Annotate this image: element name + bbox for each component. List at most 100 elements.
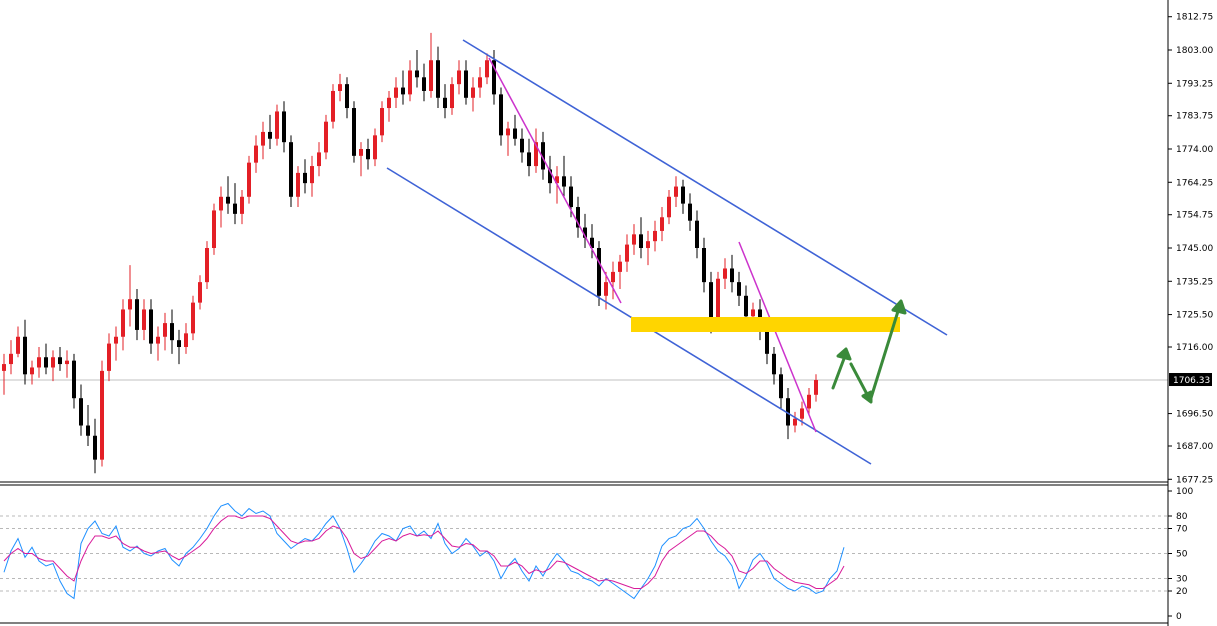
trendline-magenta-1[interactable] xyxy=(488,57,622,304)
candle-body xyxy=(338,84,342,91)
oscillator-axis: 100 80 70 50 30 20 0 xyxy=(1168,487,1193,622)
candle-body xyxy=(135,299,139,330)
candle-body xyxy=(191,302,195,334)
candle-body xyxy=(499,94,503,136)
candle-body xyxy=(688,203,692,221)
oscillator-axis-label: 20 xyxy=(1176,587,1188,597)
oscillator-axis-label: 30 xyxy=(1176,575,1188,585)
candle-body xyxy=(534,142,538,167)
candle-body xyxy=(548,169,552,184)
candle-body xyxy=(583,227,587,238)
price-axis-label: 1783.75 xyxy=(1176,112,1213,122)
candle-body xyxy=(597,248,601,296)
candle-body xyxy=(541,142,545,170)
current-price-label: 1706.33 xyxy=(1173,376,1210,386)
price-axis-label: 1735.25 xyxy=(1176,277,1213,287)
candle-body xyxy=(23,336,27,375)
candle-body xyxy=(205,248,209,283)
candle-body xyxy=(527,152,531,167)
support-zone-rectangle[interactable] xyxy=(631,317,900,332)
candle-body xyxy=(296,172,300,197)
candle-body xyxy=(317,152,321,167)
candle-body xyxy=(128,299,132,310)
candle-body xyxy=(310,166,314,184)
candle-body xyxy=(814,380,818,395)
candle-body xyxy=(51,357,55,368)
candle-body xyxy=(779,374,783,399)
candle-body xyxy=(555,176,559,184)
candle-body xyxy=(436,60,440,98)
channel-lower-line[interactable] xyxy=(386,167,872,465)
channel-upper-line[interactable] xyxy=(462,39,948,336)
price-axis-label: 1725.50 xyxy=(1176,311,1213,321)
candle-body xyxy=(492,60,496,95)
candle-body xyxy=(667,196,671,218)
candle-body xyxy=(275,111,279,139)
candle-body xyxy=(373,135,377,160)
candle-body xyxy=(93,435,97,460)
candle-body xyxy=(653,230,657,242)
trendline-magenta-2[interactable] xyxy=(738,241,817,433)
candle-body xyxy=(751,309,755,317)
candle-body xyxy=(324,121,328,153)
candle-body xyxy=(422,77,426,91)
candle-body xyxy=(513,128,517,139)
candle-body xyxy=(415,70,419,78)
candle-body xyxy=(114,336,118,344)
candle-body xyxy=(345,84,349,109)
oscillator-axis-label: 50 xyxy=(1176,550,1188,560)
candle-body xyxy=(240,196,244,214)
candle-body xyxy=(576,207,580,228)
candle-body xyxy=(289,142,293,197)
price-axis: 1812.75 1803.00 1793.25 1783.75 1774.00 1764.… xyxy=(1168,13,1213,485)
candle-body xyxy=(807,394,811,409)
candle-body xyxy=(464,70,468,98)
candle-body xyxy=(149,309,153,344)
candle-body xyxy=(303,172,307,184)
candle-body xyxy=(786,398,790,426)
candle-body xyxy=(233,203,237,214)
candle-body xyxy=(72,360,76,399)
candle-body xyxy=(632,234,636,245)
candle-body xyxy=(772,353,776,375)
candle-body xyxy=(695,220,699,248)
candle-body xyxy=(212,210,216,248)
price-panel xyxy=(0,32,1168,474)
candle-body xyxy=(562,176,566,187)
candle-body xyxy=(58,357,62,365)
oscillator-line-slow xyxy=(3,515,845,589)
candle-body xyxy=(44,357,48,368)
price-axis-label: 1716.00 xyxy=(1176,343,1213,353)
price-axis-label: 1793.25 xyxy=(1176,79,1213,89)
candle-body xyxy=(65,360,69,365)
candle-body xyxy=(2,364,6,371)
candle-body xyxy=(282,111,286,143)
candle-body xyxy=(471,87,475,98)
candle-body xyxy=(387,97,391,109)
price-axis-label: 1754.75 xyxy=(1176,211,1213,221)
price-axis-label: 1803.00 xyxy=(1176,46,1213,56)
oscillator-gridlines xyxy=(0,515,1168,592)
candle-body xyxy=(737,282,741,296)
candle-body xyxy=(730,268,734,283)
candle-body xyxy=(401,87,405,95)
candle-body xyxy=(380,108,384,136)
candle-body xyxy=(618,261,622,272)
candle-body xyxy=(506,128,510,136)
candle-body xyxy=(625,244,629,262)
candle-body xyxy=(177,340,181,347)
candle-body xyxy=(450,84,454,109)
candle-body xyxy=(86,425,90,436)
candle-body xyxy=(590,237,594,248)
candle-body xyxy=(520,138,524,153)
candle-body xyxy=(793,418,797,426)
candle-body xyxy=(268,131,272,139)
oscillator-panel xyxy=(0,502,1168,600)
candle-body xyxy=(184,333,188,347)
candle-body xyxy=(16,336,20,354)
candle-body xyxy=(331,90,335,122)
projection-arrows[interactable] xyxy=(831,299,907,404)
candle-body xyxy=(198,282,202,303)
candle-body xyxy=(443,97,447,109)
